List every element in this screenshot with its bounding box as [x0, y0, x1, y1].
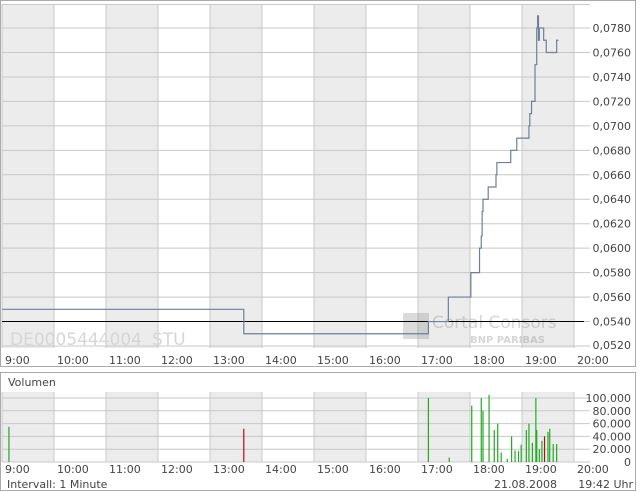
y-tick-label: 0,0580: [593, 267, 632, 280]
y-tick-label: 0,0740: [593, 71, 632, 84]
x-tick-label: 10:00: [57, 354, 89, 367]
x-tick-label: 20:00: [577, 354, 609, 367]
volume-y-tick-label: 100.000: [586, 392, 632, 405]
y-tick-label: 0,0700: [593, 120, 632, 133]
volume-x-tick-label: 11:00: [109, 463, 141, 476]
exchange-label: STU: [152, 330, 186, 350]
y-tick-label: 0,0620: [593, 218, 632, 231]
y-tick-label: 0,0720: [593, 95, 632, 108]
volume-x-tick-label: 12:00: [161, 463, 193, 476]
interval-label: Intervall: 1 Minute: [7, 478, 108, 491]
volume-y-tick-label: 60.000: [593, 418, 632, 431]
volume-y-tick-label: 40.000: [593, 430, 632, 443]
y-tick-label: 0,0560: [593, 291, 632, 304]
y-tick-label: 0,0660: [593, 169, 632, 182]
time-band: [314, 392, 366, 462]
volume-x-tick-label: 15:00: [317, 463, 349, 476]
volume-y-tick-label: 80.000: [593, 405, 632, 418]
volume-x-tick-label: 14:00: [265, 463, 297, 476]
x-tick-label: 11:00: [109, 354, 141, 367]
price-line: [2, 15, 559, 335]
time-band: [210, 392, 262, 462]
x-tick-label: 12:00: [161, 354, 193, 367]
time-band: [106, 392, 158, 462]
x-tick-label: 18:00: [473, 354, 505, 367]
volume-y-tick-label: 20.000: [593, 443, 632, 456]
x-tick-label: 17:00: [421, 354, 453, 367]
volume-x-tick-label: 19:00: [525, 463, 557, 476]
volume-x-tick-label: 20:00: [577, 463, 609, 476]
volume-x-tick-label: 9:00: [5, 463, 30, 476]
time-band: [2, 4, 54, 348]
time-band: [210, 4, 262, 348]
instrument-label: DE0005444004: [10, 330, 142, 350]
y-tick-label: 0,0600: [593, 242, 632, 255]
y-tick-label: 0,0640: [593, 193, 632, 206]
volume-x-tick-label: 18:00: [473, 463, 505, 476]
time-band: [314, 4, 366, 348]
x-tick-label: 9:00: [5, 354, 30, 367]
svg-text:Cortal Consors: Cortal Consors: [432, 313, 557, 333]
volume-x-tick-label: 10:00: [57, 463, 89, 476]
date-label: 21.08.2008: [494, 478, 557, 491]
volume-x-tick-label: 17:00: [421, 463, 453, 476]
y-tick-label: 0,0760: [593, 46, 632, 59]
volume-y-tick-label: 0: [624, 456, 631, 469]
x-tick-label: 16:00: [369, 354, 401, 367]
y-tick-label: 0,0520: [593, 339, 632, 352]
svg-text:BNP PARIBAS: BNP PARIBAS: [470, 335, 545, 346]
y-tick-label: 0,0680: [593, 144, 632, 157]
y-tick-label: 0,0540: [593, 316, 632, 329]
time-band: [418, 4, 470, 348]
x-tick-label: 15:00: [317, 354, 349, 367]
time-band: [522, 4, 574, 348]
time-band: [2, 392, 54, 462]
volume-x-tick-label: 13:00: [213, 463, 245, 476]
y-tick-label: 0,0780: [593, 22, 632, 35]
watermark-logo: Cortal Consors BNP PARIBAS: [403, 313, 557, 346]
time-band: [106, 4, 158, 348]
x-tick-label: 14:00: [265, 354, 297, 367]
volume-x-tick-label: 16:00: [369, 463, 401, 476]
volume-title: Volumen: [8, 376, 56, 389]
x-tick-label: 13:00: [213, 354, 245, 367]
x-tick-label: 19:00: [525, 354, 557, 367]
time-label: 19:42 Uhr: [578, 478, 633, 491]
time-band: [418, 392, 470, 462]
